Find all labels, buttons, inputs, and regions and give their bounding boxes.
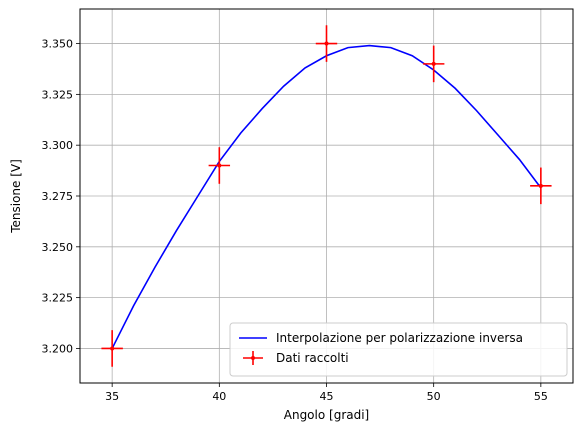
x-tick-label: 45: [320, 390, 334, 403]
data-point-marker: [217, 163, 222, 168]
data-point-errorbar: [422, 45, 445, 83]
legend-box: [229, 322, 568, 377]
data-point-errorbar: [208, 147, 231, 184]
data-point-marker: [538, 183, 543, 188]
y-axis-label: Tensione [V]: [9, 159, 23, 234]
data-point-errorbar: [101, 330, 123, 367]
x-axis-label: Angolo [gradi]: [284, 408, 369, 422]
data-point-errorbar: [315, 25, 338, 62]
y-axis: 3.200 3.225 3.250 3.275 3.300 3.325 3.350: [42, 38, 80, 355]
x-axis: 35 40 45 50 55: [105, 383, 548, 403]
data-point-errorbar: [530, 167, 552, 205]
x-tick-label: 40: [212, 390, 226, 403]
x-tick-label: 55: [534, 390, 548, 403]
legend-errorbar-swatch: [243, 351, 263, 365]
x-tick-label: 35: [105, 390, 119, 403]
legend-label-interpolation: Interpolazione per polarizzazione invers…: [276, 331, 523, 345]
y-tick-label: 3.225: [42, 292, 74, 305]
y-tick-label: 3.275: [42, 190, 74, 203]
y-tick-label: 3.250: [42, 241, 74, 254]
grid: [80, 9, 573, 383]
y-tick-label: 3.350: [42, 38, 74, 51]
data-point-marker: [110, 346, 115, 351]
y-tick-label: 3.325: [42, 88, 74, 101]
legend-label-data: Dati raccolti: [276, 351, 349, 365]
y-tick-label: 3.300: [42, 139, 74, 152]
x-tick-label: 50: [427, 390, 441, 403]
series-layer: [101, 25, 552, 367]
data-point-marker: [431, 61, 436, 66]
data-point-marker: [324, 41, 329, 46]
y-tick-label: 3.200: [42, 342, 74, 355]
legend: Interpolazione per polarizzazione invers…: [229, 322, 568, 377]
